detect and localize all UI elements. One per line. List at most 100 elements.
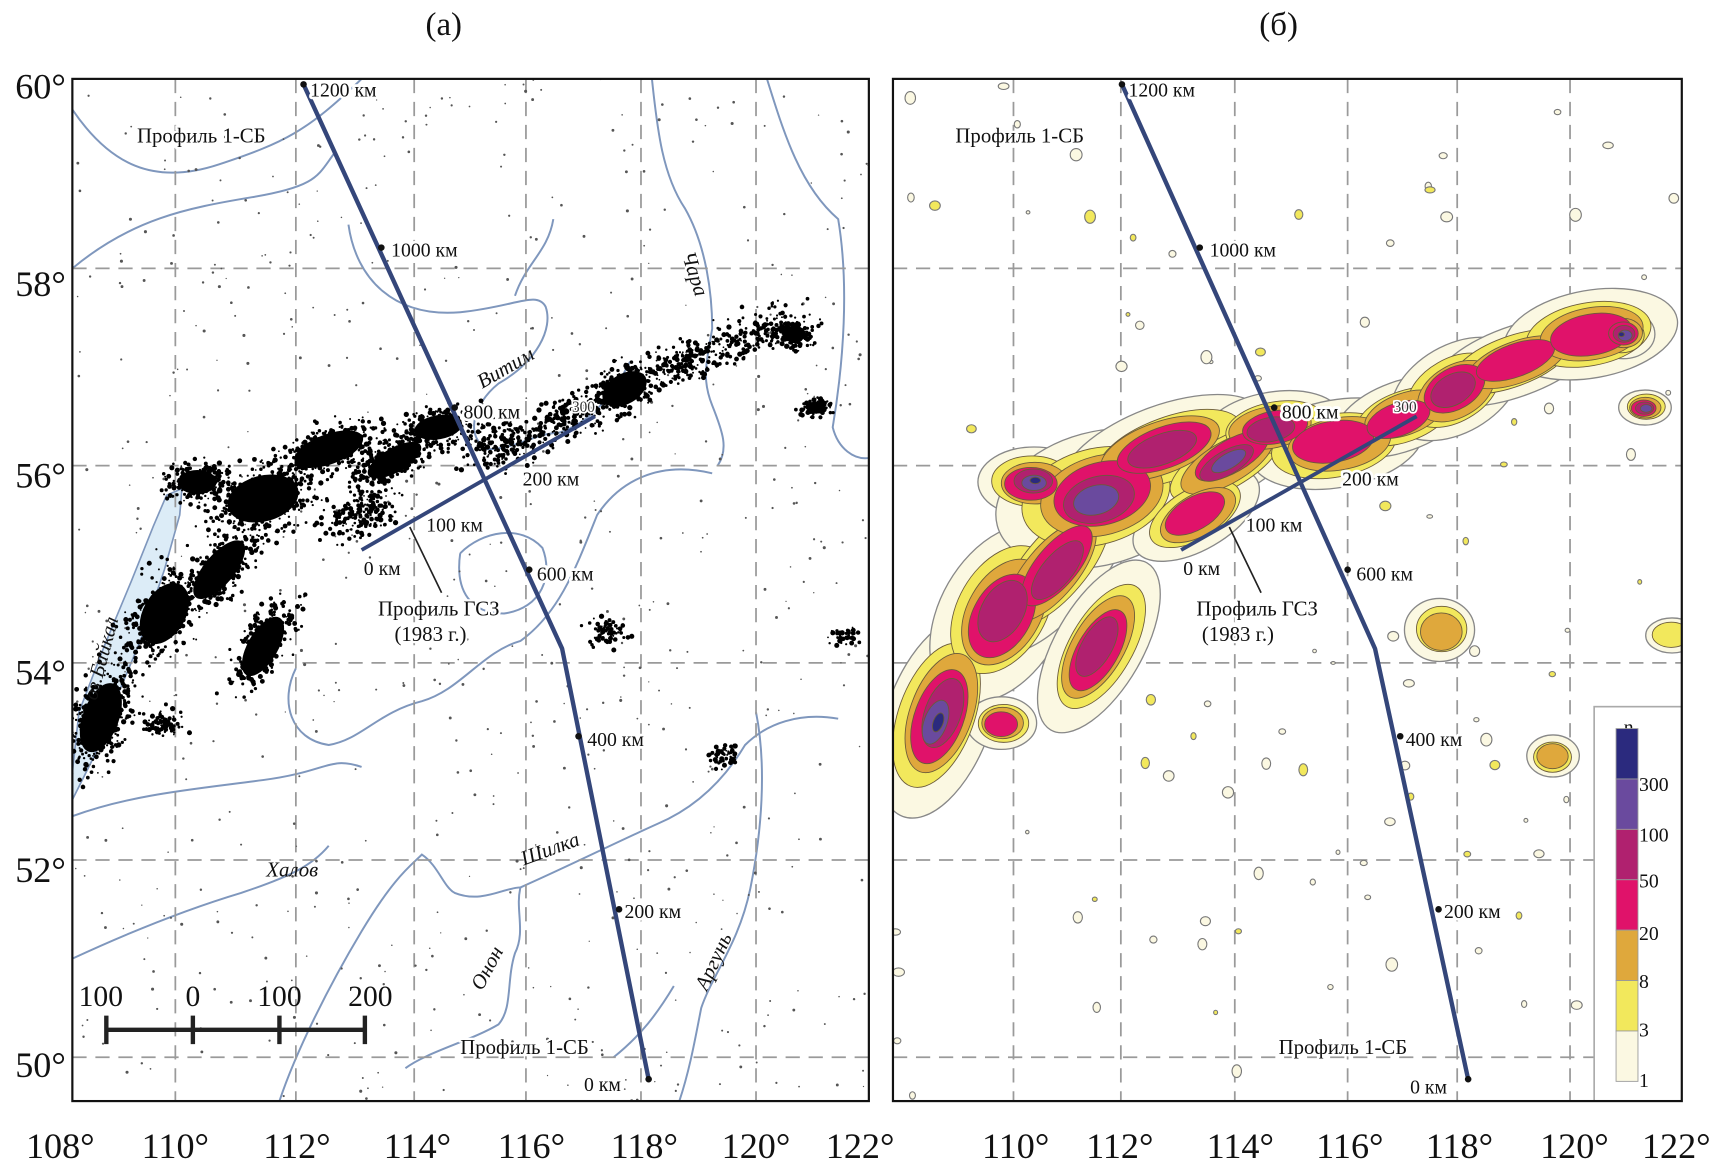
seismic-event	[180, 725, 184, 729]
seismic-event	[183, 602, 188, 607]
seismic-event	[180, 470, 185, 476]
seismic-event	[143, 598, 148, 603]
seismic-event	[439, 423, 444, 427]
seismic-event	[808, 313, 811, 316]
seismic-event	[449, 96, 451, 99]
seismic-event	[145, 632, 151, 638]
seismic-event	[813, 410, 816, 413]
seismic-event	[524, 436, 529, 441]
seismic-event	[858, 745, 861, 748]
seismic-event	[729, 336, 735, 342]
seismic-event	[818, 410, 821, 414]
seismic-event	[226, 492, 232, 498]
seismic-event	[104, 715, 107, 718]
seismic-event	[486, 728, 489, 731]
seismic-event	[855, 630, 861, 635]
seismic-event	[410, 428, 416, 434]
seismic-event	[314, 441, 320, 448]
seismic-event	[553, 425, 559, 431]
seismic-event	[245, 635, 249, 639]
seismic-event	[425, 426, 431, 432]
seismic-event	[162, 477, 166, 481]
seismic-event	[606, 610, 609, 613]
seismic-event	[359, 1089, 363, 1093]
seismic-event	[274, 503, 277, 506]
seismic-event	[670, 703, 673, 705]
contour-level-1	[1140, 756, 1150, 770]
seismic-event	[493, 444, 498, 449]
seismic-event	[616, 891, 618, 893]
seismic-event	[217, 285, 221, 289]
seismic-event	[278, 509, 282, 512]
seismic-event	[364, 839, 367, 842]
seismic-event	[609, 367, 615, 372]
seismic-event	[468, 553, 471, 556]
seismic-event	[397, 440, 402, 445]
seismic-event	[189, 741, 193, 745]
seismic-event	[309, 473, 314, 479]
seismic-event	[585, 385, 590, 390]
seismic-event	[172, 610, 176, 614]
seismic-event	[678, 351, 682, 354]
seismic-event	[493, 434, 498, 439]
seismic-event	[169, 655, 172, 658]
seismic-event	[751, 329, 756, 333]
seismic-event	[90, 684, 96, 690]
seismic-event	[784, 325, 789, 331]
seismic-event	[211, 487, 216, 493]
river-ingoda	[278, 853, 521, 1102]
seismic-event	[211, 519, 216, 524]
seismic-event	[209, 586, 215, 592]
seismic-event	[645, 373, 648, 376]
seismic-event	[231, 482, 234, 486]
seismic-event	[382, 982, 385, 986]
seismic-event	[446, 442, 451, 447]
seismic-event	[805, 296, 810, 301]
seismic-event	[378, 602, 381, 604]
seismic-event	[159, 488, 164, 493]
seismic-event	[550, 985, 552, 988]
seismic-event	[714, 759, 718, 764]
seismic-event	[147, 628, 153, 634]
seismic-event	[407, 444, 411, 448]
seismic-event	[313, 488, 316, 491]
seismic-event	[513, 427, 516, 430]
seismic-event	[176, 486, 179, 489]
seismic-event	[638, 604, 641, 607]
seismic-event	[300, 488, 303, 491]
seismic-event	[332, 457, 336, 461]
seismic-event	[132, 611, 138, 617]
seismic-event	[133, 655, 138, 661]
seismic-event	[88, 736, 91, 739]
seismic-event	[772, 317, 776, 321]
seismic-event	[826, 228, 829, 231]
seismic-event	[199, 471, 202, 474]
seismic-event	[398, 446, 403, 451]
seismic-event	[257, 667, 262, 673]
seismic-event	[762, 322, 768, 328]
seismic-event	[63, 712, 66, 715]
seismic-event	[176, 368, 179, 371]
seismic-event	[668, 379, 673, 385]
seismic-event	[543, 400, 549, 406]
seismic-event	[66, 719, 70, 723]
seismic-event	[374, 450, 377, 453]
seismic-event	[627, 372, 633, 378]
seismic-event	[436, 427, 439, 431]
seismic-event	[272, 175, 274, 178]
seismic-event	[178, 597, 183, 602]
seismic-event	[648, 850, 651, 853]
seismic-event	[315, 859, 318, 863]
seismic-event	[67, 743, 69, 745]
seismic-event	[585, 708, 589, 711]
seismic-event	[576, 388, 581, 392]
seismic-event	[254, 648, 260, 653]
seismic-event	[767, 342, 773, 348]
seismic-event	[485, 465, 490, 470]
seismic-event	[466, 638, 469, 641]
seismic-event	[426, 454, 432, 460]
seismic-event	[344, 466, 348, 470]
seismic-event	[434, 437, 438, 441]
seismic-event	[137, 626, 142, 631]
seismic-event	[202, 329, 206, 333]
